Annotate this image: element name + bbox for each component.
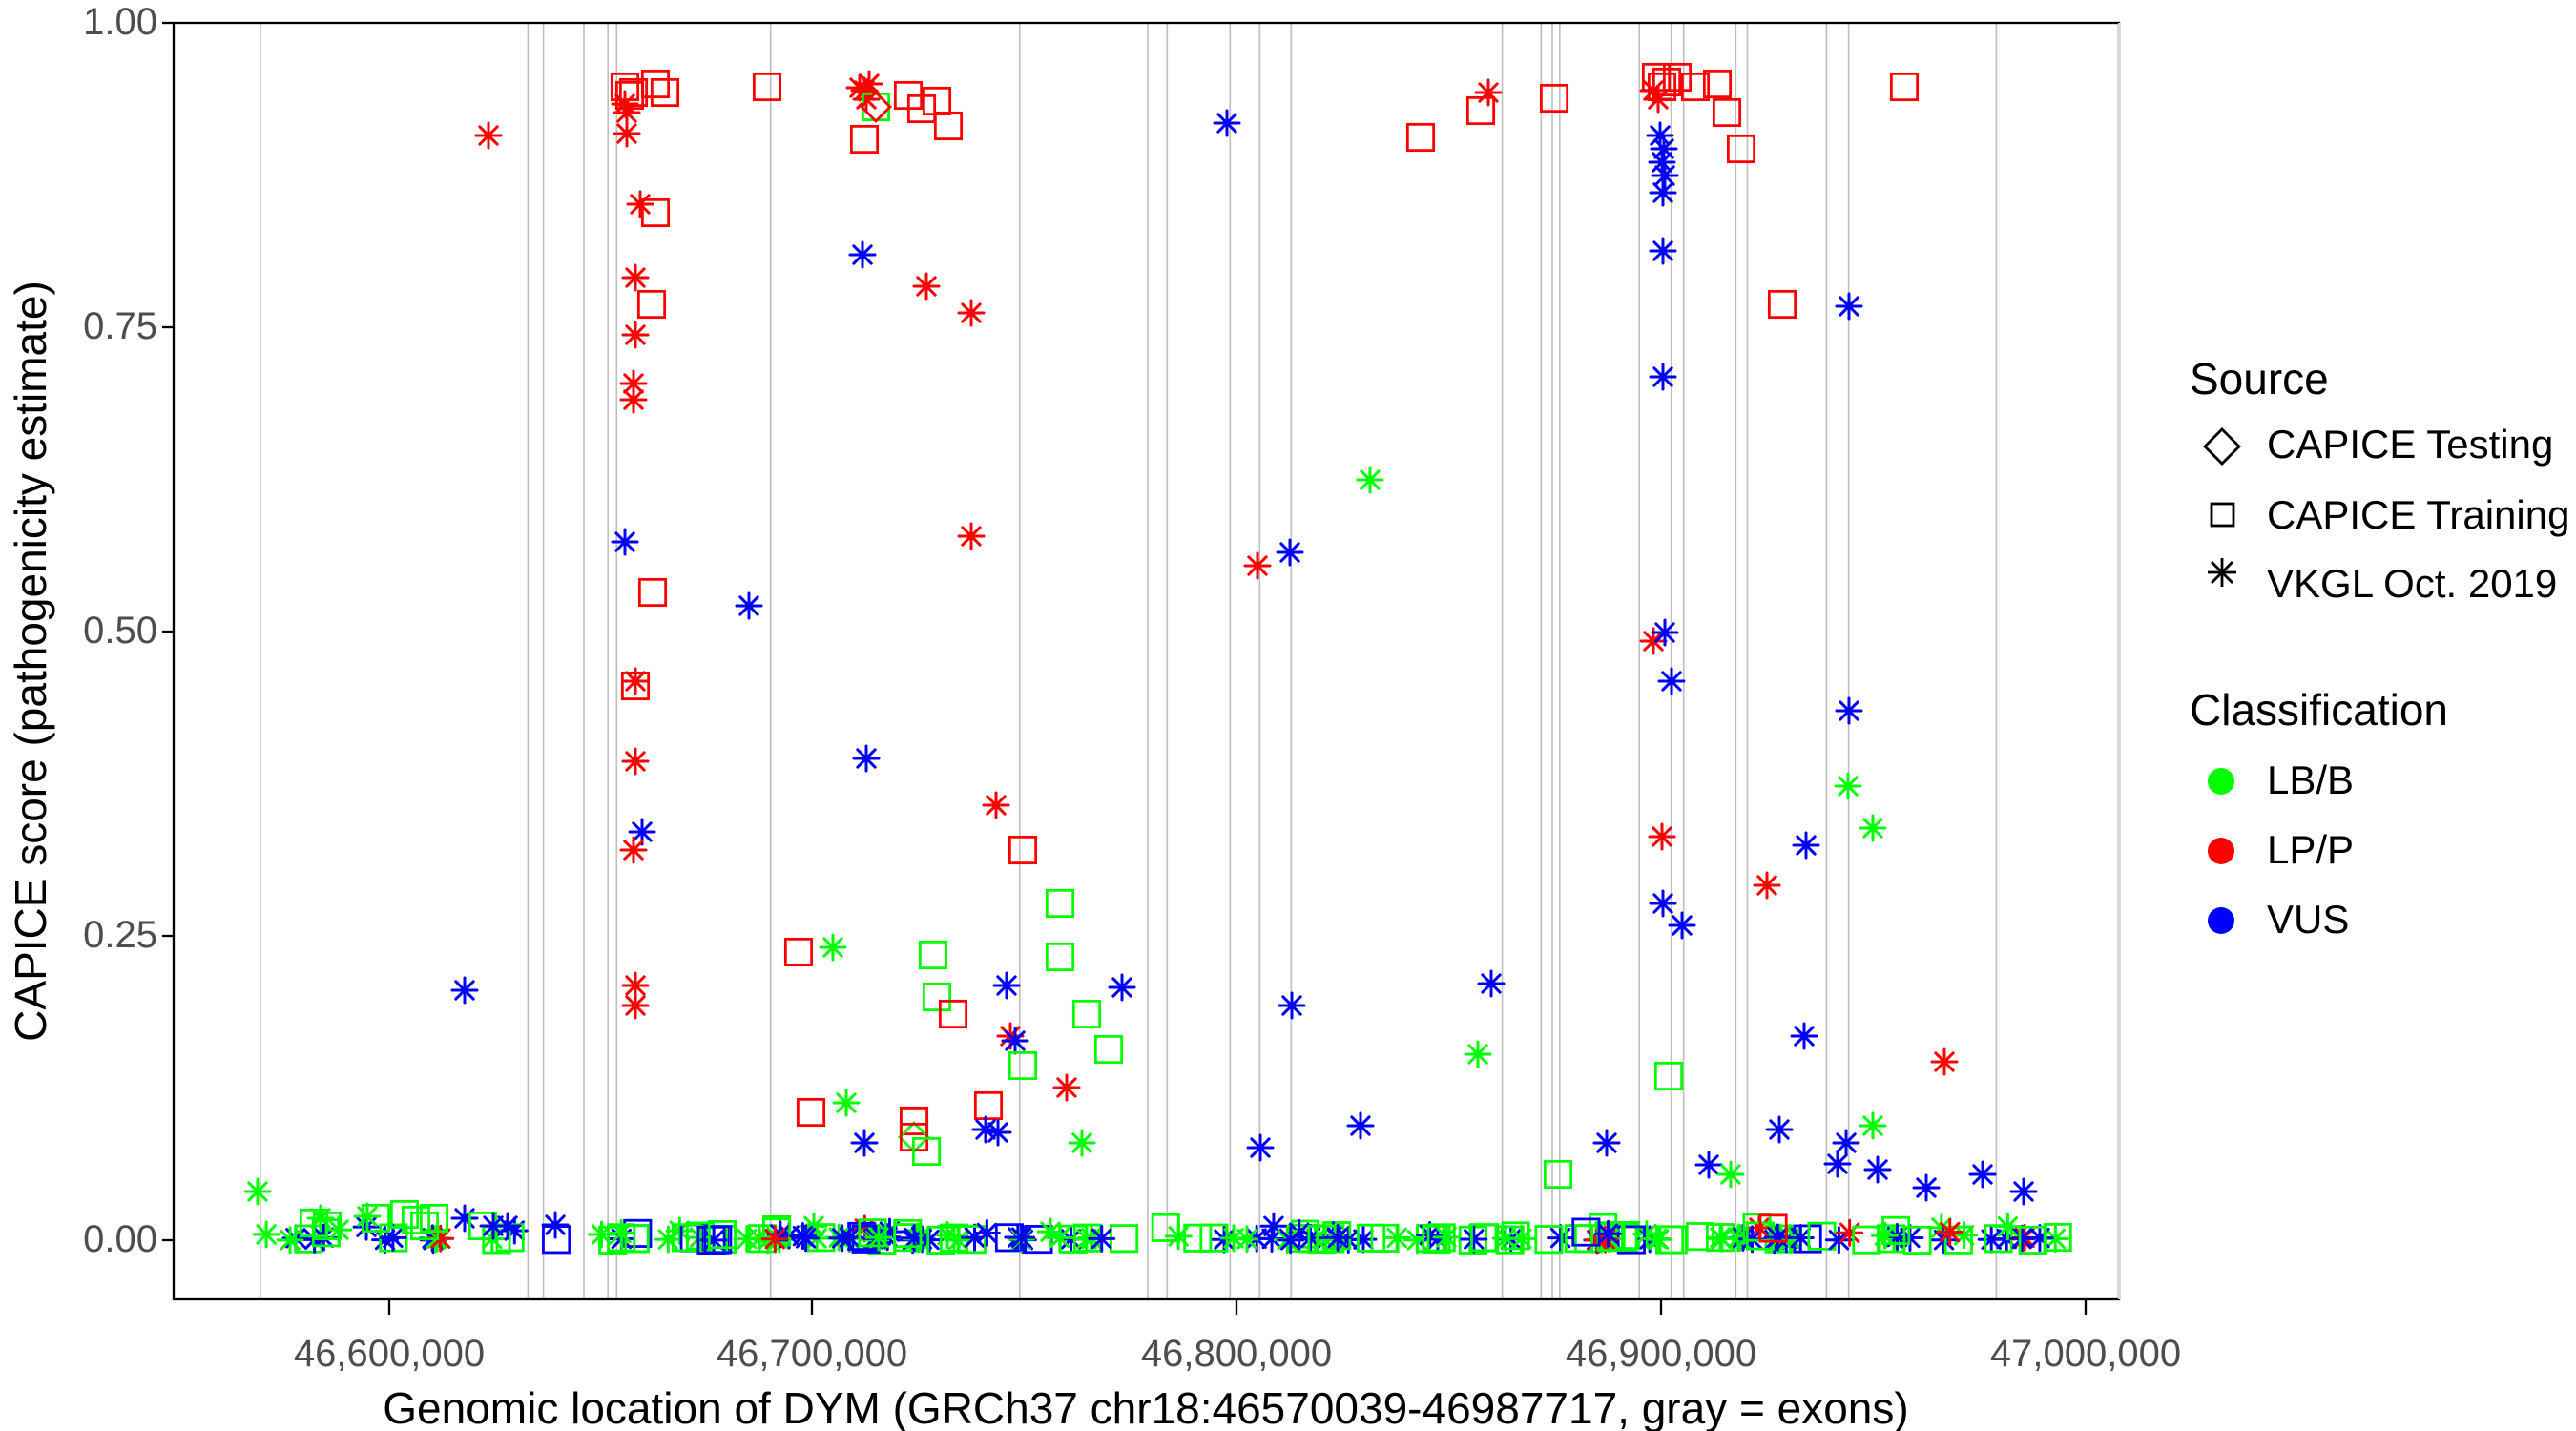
svg-text:LP/P: LP/P <box>2267 827 2354 872</box>
svg-text:CAPICE score (pathogenicity es: CAPICE score (pathogenicity estimate) <box>6 280 55 1042</box>
svg-text:46,900,000: 46,900,000 <box>1566 1333 1756 1375</box>
svg-text:CAPICE Testing: CAPICE Testing <box>2267 422 2553 467</box>
svg-text:LB/B: LB/B <box>2267 757 2354 802</box>
svg-text:0.50: 0.50 <box>83 610 157 652</box>
svg-text:46,800,000: 46,800,000 <box>1141 1333 1332 1375</box>
svg-text:1.00: 1.00 <box>83 1 157 43</box>
svg-text:Genomic location of DYM (GRCh3: Genomic location of DYM (GRCh37 chr18:46… <box>383 1383 1908 1431</box>
svg-text:Source: Source <box>2190 354 2329 404</box>
svg-text:VKGL Oct. 2019: VKGL Oct. 2019 <box>2267 561 2557 606</box>
svg-text:0.00: 0.00 <box>83 1218 157 1260</box>
svg-text:46,600,000: 46,600,000 <box>294 1333 485 1375</box>
svg-text:Classification: Classification <box>2190 685 2448 735</box>
svg-text:0.75: 0.75 <box>83 305 157 347</box>
svg-text:47,000,000: 47,000,000 <box>1990 1333 2181 1375</box>
svg-text:46,700,000: 46,700,000 <box>717 1333 907 1375</box>
svg-text:VUS: VUS <box>2267 897 2349 942</box>
svg-text:CAPICE Training: CAPICE Training <box>2267 492 2569 537</box>
svg-text:0.25: 0.25 <box>83 914 157 956</box>
